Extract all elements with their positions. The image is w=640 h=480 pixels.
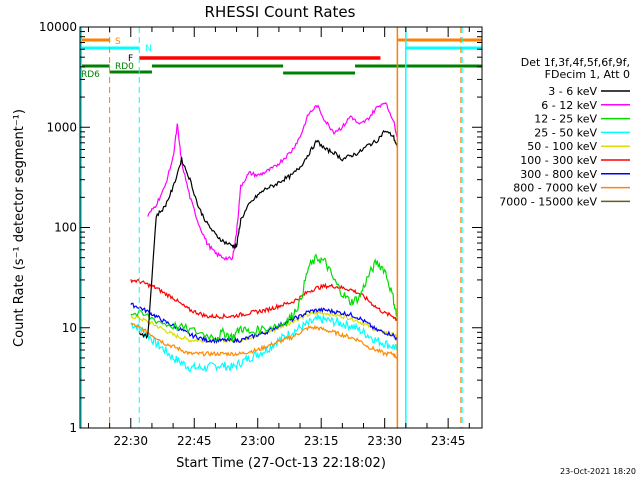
legend-header: Det 1f,3f,4f,5f,6f,9f,	[521, 56, 630, 69]
y-tick-label: 10000	[39, 20, 77, 34]
flag-label: F	[128, 54, 133, 64]
flag-label: RD6	[81, 70, 100, 80]
flag-label: S	[115, 37, 121, 47]
legend-entry-label: 7000 - 15000 keV	[499, 195, 597, 208]
x-tick-label: 23:45	[431, 434, 466, 448]
flag-label: RD0	[115, 62, 134, 72]
plot-frame	[79, 26, 483, 429]
legend-entry-label: 6 - 12 keV	[541, 99, 597, 112]
series-line	[147, 101, 398, 261]
x-tick-label: 23:15	[304, 434, 339, 448]
legend-entry-label: 50 - 100 keV	[527, 140, 597, 153]
chart-title: RHESSI Count Rates	[205, 3, 356, 21]
y-tick-label: 10	[62, 321, 77, 335]
legend-entry-label: 25 - 50 keV	[534, 126, 597, 139]
timestamp: 23-Oct-2021 18:20	[560, 467, 636, 476]
legend-entry-label: 12 - 25 keV	[534, 113, 597, 126]
legend-entry-label: 300 - 800 keV	[520, 168, 597, 181]
series-line	[130, 253, 398, 342]
x-tick-label: 22:30	[113, 434, 148, 448]
series-line	[130, 313, 398, 373]
legend-entry-label: 3 - 6 keV	[548, 85, 597, 98]
x-tick-label: 23:30	[367, 434, 402, 448]
legend-header: FDecim 1, Att 0	[545, 68, 630, 81]
y-tick-label: 100	[54, 221, 77, 235]
x-tick-label: 23:00	[240, 434, 275, 448]
series-line	[130, 322, 398, 359]
series-line	[138, 129, 398, 340]
y-axis-label: Count Rate (s⁻¹ detector segment⁻¹)	[12, 109, 27, 347]
y-tick-label: 1	[69, 421, 77, 435]
series-line	[130, 278, 398, 322]
flag-label: N	[145, 44, 152, 54]
legend-entry-label: 800 - 7000 keV	[513, 182, 597, 195]
legend-entry-label: 100 - 300 keV	[520, 154, 597, 167]
x-axis-label: Start Time (27-Oct-13 22:18:02)	[176, 456, 386, 471]
x-tick-label: 22:45	[177, 434, 212, 448]
y-tick-label: 1000	[46, 120, 77, 134]
